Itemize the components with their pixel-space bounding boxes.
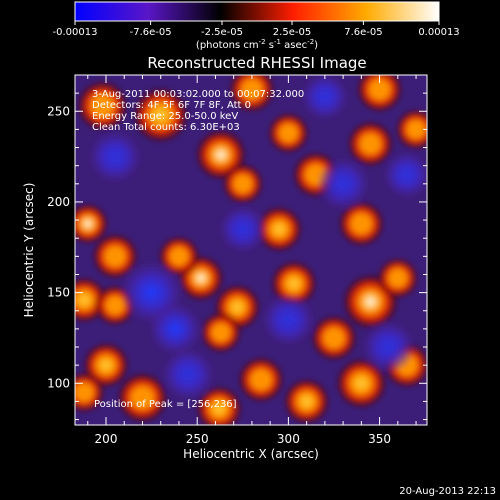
heatmap-bright-region: [75, 203, 109, 245]
energy-range-text: Energy Range: 25.0-50.0 keV: [92, 111, 238, 122]
heatmap-dark-region: [149, 303, 201, 355]
time-range-text: 3-Aug-2011 00:03:02.000 to 00:07:32.000: [92, 89, 304, 100]
heatmap-bright-region: [75, 372, 105, 413]
y-tick-label: 250: [47, 104, 70, 118]
y-axis-label: Heliocentric Y (arcsec): [22, 183, 36, 318]
heatmap-bright-region: [92, 233, 139, 280]
plot-frame: [74, 74, 428, 426]
clean-text: Clean Total counts: 6.30E+03: [92, 122, 240, 133]
heatmap-dark-region: [162, 348, 214, 400]
heatmap-bright-region: [335, 357, 387, 409]
x-tick-label: 200: [95, 432, 118, 446]
heatmap-dark-region: [89, 131, 141, 182]
heatmap-bright-region: [238, 356, 285, 403]
heatmap-dark-region: [262, 294, 314, 346]
x-tick-label: 350: [368, 432, 391, 446]
footer-date: 20-Aug-2013 22:13: [399, 486, 496, 497]
plot-area: 200 250 300 350 100 150 200 250: [47, 74, 428, 446]
heatmap-bright-region: [116, 372, 169, 424]
heatmap-bright-region: [222, 163, 264, 205]
heatmap-bright-region: [228, 75, 275, 113]
x-tick-label: 300: [277, 432, 300, 446]
y-tick-label: 200: [47, 195, 70, 209]
heatmap-bright-region: [267, 112, 309, 154]
colorbar-tick-label: 2.5e-05: [273, 27, 311, 38]
peak-position-text: Position of Peak = [256,236]: [94, 399, 237, 410]
heatmap-bright-region: [377, 257, 419, 299]
heatmap-bright-region: [338, 200, 385, 247]
heatmap-dark-region: [383, 151, 427, 198]
colorbar-unit-label: (photons cm-2 s-1 asec-2): [196, 38, 318, 51]
heatmap-dark-region: [301, 75, 348, 120]
x-axis-ticks: 200 250 300 350: [87, 75, 417, 446]
x-axis-label: Heliocentric X (arcsec): [183, 447, 319, 461]
colorbar-tick-label: -0.00013: [53, 27, 98, 38]
heatmap-dark-region: [363, 321, 415, 373]
heatmap-bright-region: [200, 312, 242, 353]
y-tick-label: 150: [47, 286, 70, 300]
heatmap-bright-region: [256, 206, 303, 252]
heatmap-bright-region: [76, 80, 128, 132]
colorbar-tick-label: -7.6e-05: [130, 27, 172, 38]
colorbar-tick-label: 0.00013: [418, 27, 459, 38]
heatmap-bright-region: [311, 315, 357, 361]
detectors-text: Detectors: 4F 5F 6F 7F 8F, Att 0: [92, 100, 251, 111]
heatmap-dark-region: [219, 206, 266, 252]
heatmap-dark-region: [317, 158, 369, 210]
heatmap-bright-region: [347, 121, 394, 167]
heatmap-bright-region: [196, 385, 243, 425]
x-tick-label: 250: [186, 432, 209, 446]
annotations: 3-Aug-2011 00:03:02.000 to 00:07:32.000 …: [92, 89, 304, 410]
heatmap-bright-region: [132, 86, 189, 143]
y-axis-ticks: 100 150 200 250: [47, 74, 427, 421]
colorbar-tick-label: 7.6e-05: [344, 27, 382, 38]
colorbar-tick-label: -2.5e-05: [201, 27, 243, 38]
colorbar-ticks: -0.00013 -7.6e-05 -2.5e-05 2.5e-05 7.6e-05 0.…: [53, 21, 460, 38]
heatmap-bright-region: [158, 236, 200, 277]
chart-title: Reconstructed RHESSI Image: [147, 54, 366, 72]
heatmap: [75, 75, 427, 425]
heatmap-bright-region: [270, 260, 317, 307]
colorbar-bar: [74, 1, 440, 22]
heatmap-bright-region: [395, 109, 427, 150]
heatmap-bright-region: [283, 378, 330, 425]
y-tick-label: 100: [47, 376, 70, 390]
colorbar: -0.00013 -7.6e-05 -2.5e-05 2.5e-05 7.6e-05 0.…: [53, 1, 460, 51]
heatmap-bright-region: [356, 75, 403, 113]
